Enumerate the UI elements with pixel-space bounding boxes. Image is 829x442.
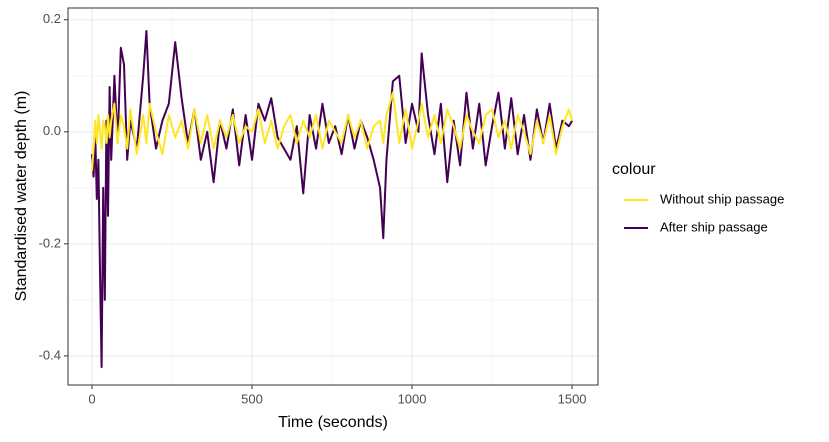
legend-title: colour <box>612 161 656 178</box>
x-tick-label: 0 <box>88 391 95 406</box>
y-tick-label: -0.4 <box>39 347 61 362</box>
legend-label: Without ship passage <box>660 191 784 206</box>
legend: colour Without ship passage After ship pa… <box>612 161 784 234</box>
legend-label: After ship passage <box>660 219 768 234</box>
x-tick-label: 1500 <box>558 391 587 406</box>
y-axis-title: Standardised water depth (m) <box>13 91 30 302</box>
y-tick-label: -0.2 <box>39 235 61 250</box>
grid <box>68 8 598 385</box>
y-tick-label: 0.2 <box>43 11 61 26</box>
series-line <box>91 29 573 369</box>
y-tick-label: 0.0 <box>43 123 61 138</box>
x-tick-label: 500 <box>241 391 263 406</box>
panel-border <box>67 7 599 386</box>
series-line <box>91 91 574 172</box>
x-axis-title: Time (seconds) <box>278 414 388 431</box>
lines <box>91 29 574 369</box>
panel-background <box>68 8 598 385</box>
axes: 0 500 1000 1500 0.2 0.0 -0.2 -0.4 <box>39 11 587 406</box>
x-tick-label: 1000 <box>398 391 427 406</box>
